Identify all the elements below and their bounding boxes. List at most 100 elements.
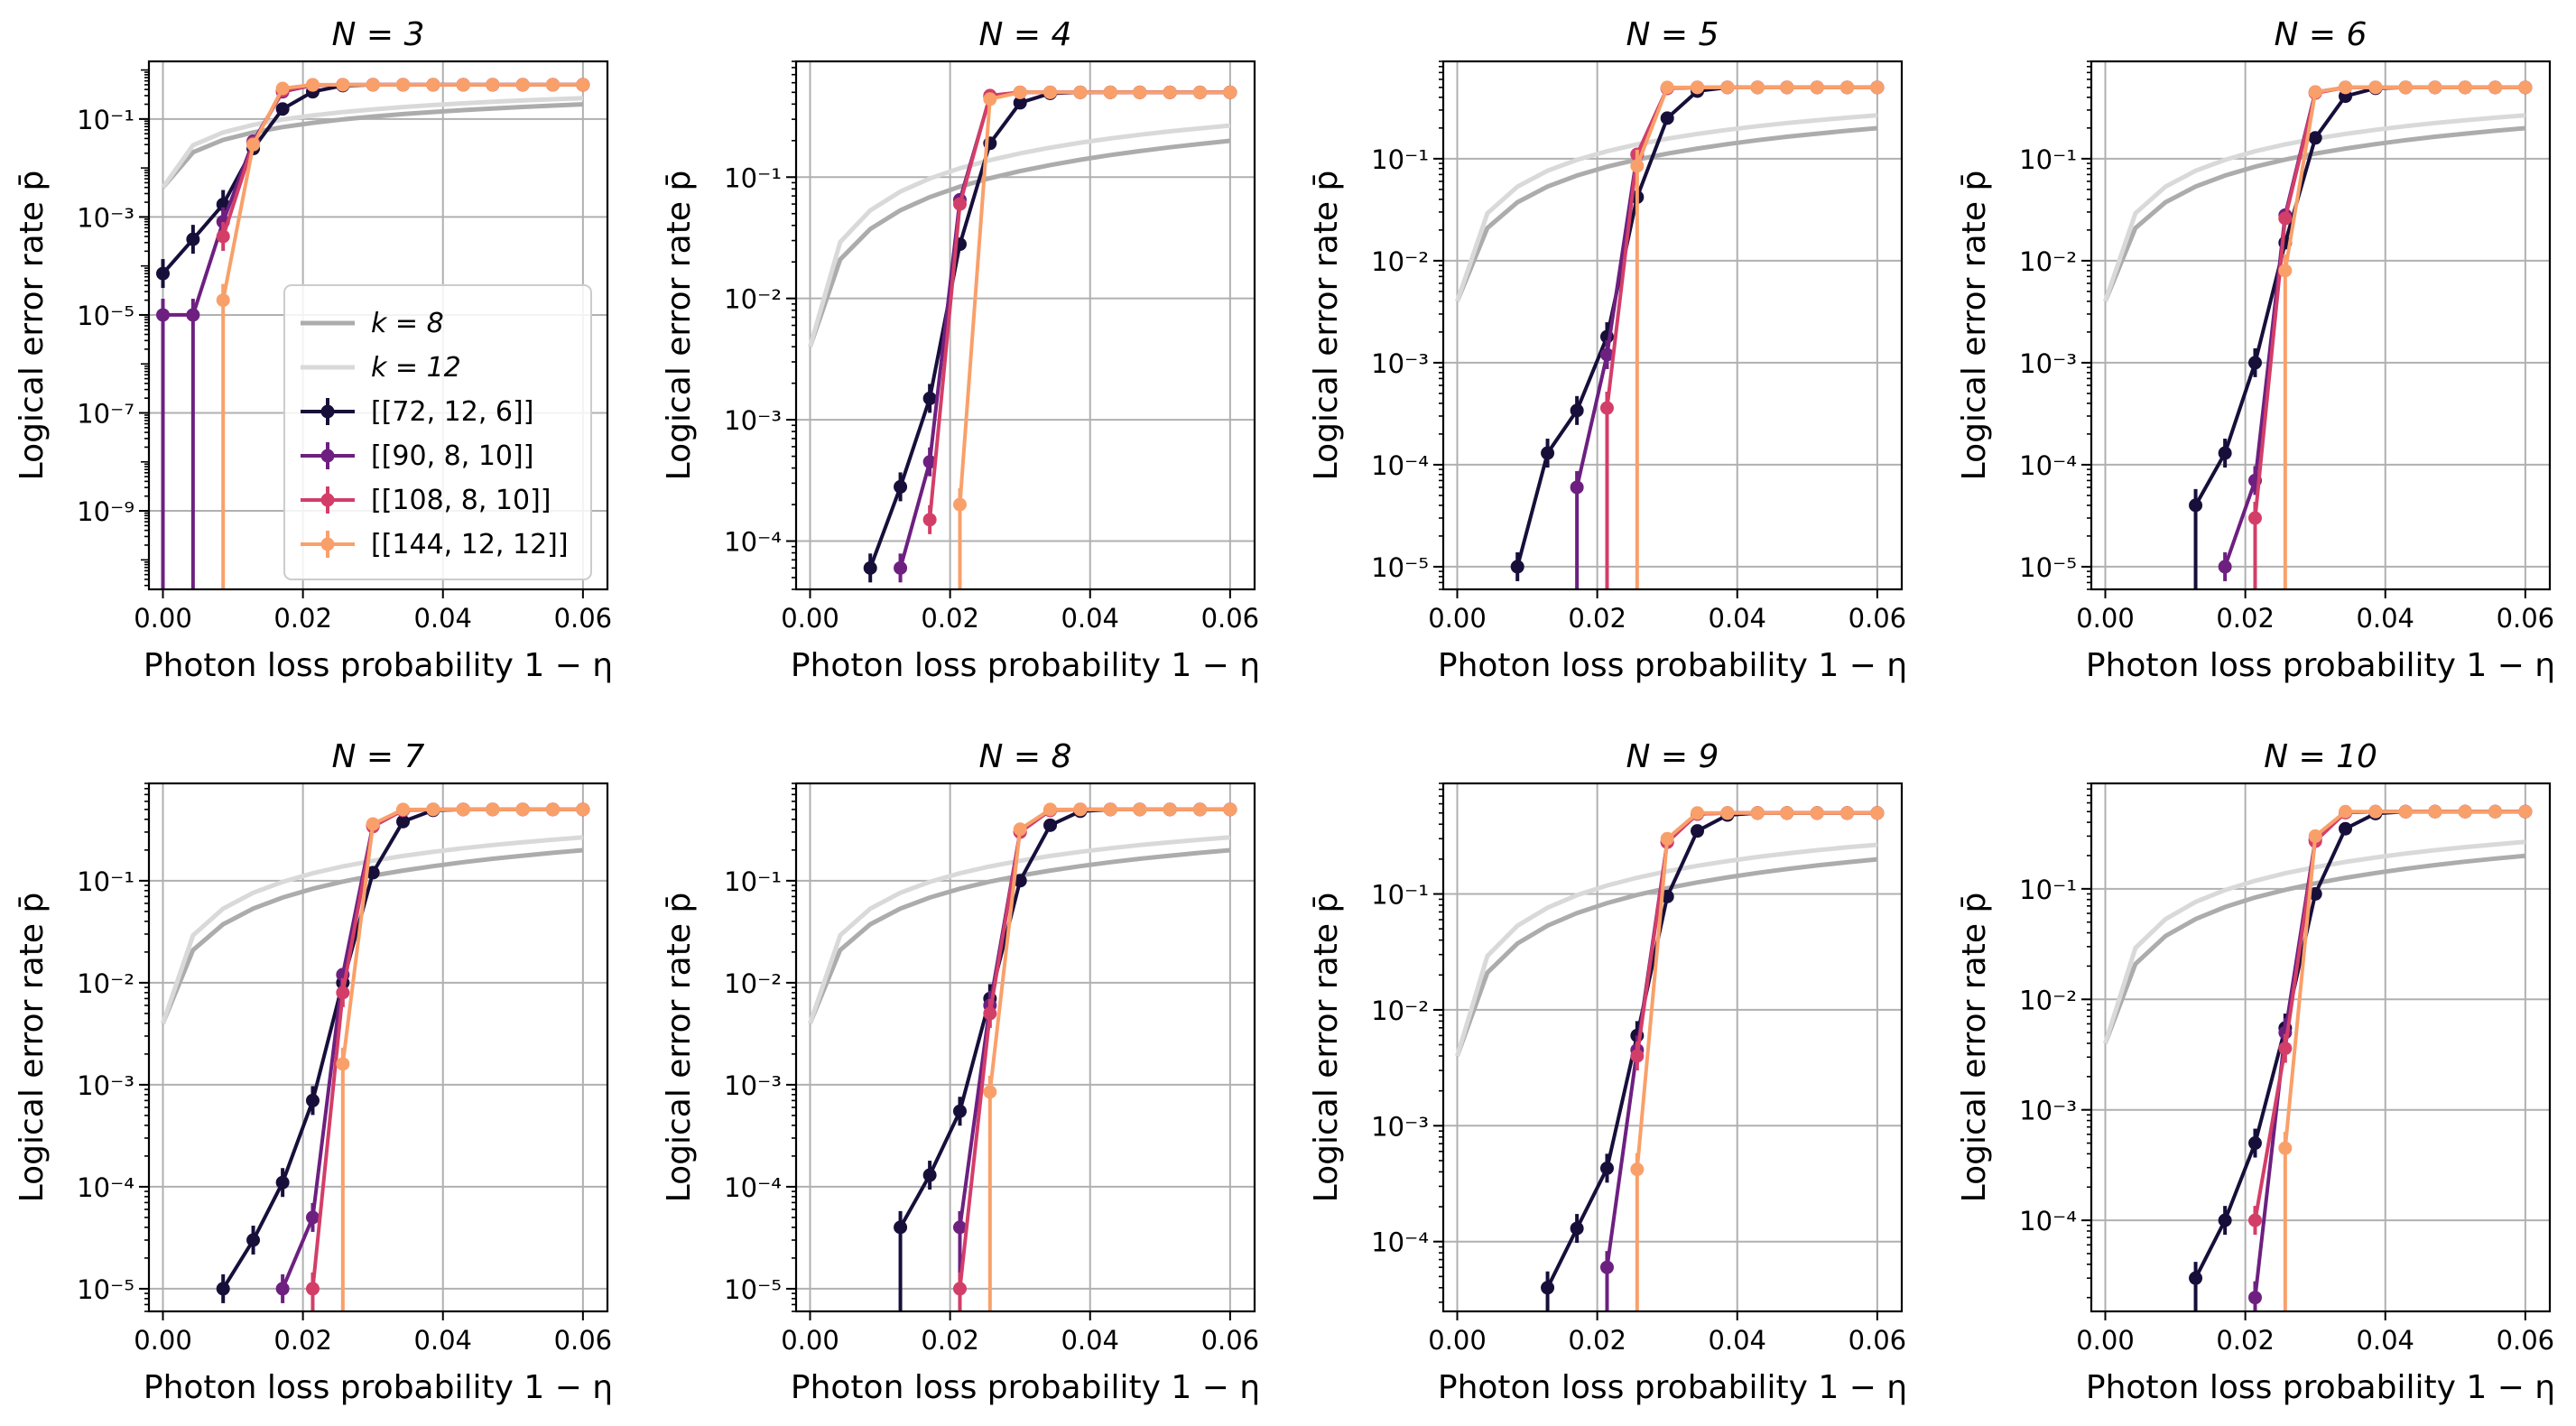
y-tick-label: 10⁻¹: [1371, 880, 1429, 911]
data-point: [2398, 80, 2413, 95]
y-tick-label: 10⁻³: [2019, 348, 2077, 379]
data-point: [1163, 802, 1177, 817]
data-point: [1599, 347, 1614, 362]
data-point: [2428, 80, 2442, 95]
x-tick-label: 0.06: [1201, 1325, 1260, 1356]
reference-line-k12: [808, 123, 1231, 347]
y-tick-label: 10⁻¹: [724, 162, 782, 193]
y-tick-label: 10⁻²: [724, 968, 782, 999]
legend-label: k = 8: [371, 308, 444, 339]
y-tick-label: 10⁻⁴: [1371, 1227, 1429, 1258]
data-point: [2308, 131, 2322, 145]
data-point: [1073, 85, 1088, 99]
data-point: [1103, 802, 1117, 817]
data-point: [366, 78, 380, 92]
data-point: [1870, 806, 1885, 820]
data-point: [576, 802, 590, 817]
data-point: [1630, 159, 1645, 173]
data-point: [1599, 401, 1614, 415]
legend-marker: [320, 449, 335, 463]
data-point: [546, 802, 561, 817]
y-axis-label: Logical error rate p̄: [1308, 893, 1345, 1203]
data-point: [336, 1057, 350, 1071]
data-point: [1223, 802, 1237, 817]
x-tick-label: 0.04: [413, 1325, 472, 1356]
data-point: [336, 78, 350, 92]
data-point: [1193, 802, 1208, 817]
reference-line-k12: [808, 835, 1231, 1024]
data-point: [246, 1233, 261, 1247]
data-point: [2458, 80, 2472, 95]
axes-frame: [794, 60, 1256, 591]
x-tick-label: 0.04: [2356, 603, 2414, 634]
series-144-12-12: [2278, 804, 2533, 1311]
x-axis-label: Photon loss probability 1 − η: [791, 647, 1260, 684]
data-point: [486, 802, 500, 817]
series-144-12-12: [336, 802, 590, 1311]
data-point: [1223, 85, 1237, 99]
panel-title: N = 3: [332, 16, 425, 53]
data-point: [1599, 1161, 1614, 1175]
series-144-12-12: [1630, 806, 1885, 1311]
series-line: [1635, 810, 1877, 1170]
y-axis-label: Logical error rate p̄: [1308, 171, 1345, 481]
y-tick-label: 10⁻²: [2019, 246, 2077, 277]
data-point: [426, 802, 440, 817]
x-tick-label: 0.00: [1428, 1325, 1487, 1356]
data-point: [2247, 1213, 2262, 1227]
x-tick-label: 0.02: [1568, 603, 1626, 634]
legend-label: k = 12: [371, 352, 461, 384]
y-tick-label: 10⁻⁴: [2019, 450, 2077, 481]
legend-box: [283, 284, 592, 580]
axes-frame: [1441, 782, 1904, 1313]
data-point: [1870, 80, 1885, 95]
data-point: [1810, 806, 1824, 820]
y-tick-label: 10⁻⁵: [77, 1274, 134, 1305]
data-point: [1660, 831, 1674, 846]
data-point: [1599, 1260, 1614, 1274]
x-tick-label: 0.00: [2076, 603, 2135, 634]
legend-label: [[90, 8, 10]]: [371, 440, 533, 472]
chart-panel-6: 0.00 0.02 0.04 0.06 10⁻⁵ 10⁻⁴ 10⁻³ 10⁻² 10⁻¹ N = …: [661, 738, 1260, 1406]
y-tick-label: 10⁻³: [77, 202, 134, 233]
data-point: [1133, 85, 1147, 99]
x-tick-label: 0.02: [2216, 1325, 2275, 1356]
x-tick-label: 0.06: [1849, 1325, 1907, 1356]
y-tick-label: 10⁻³: [1371, 1111, 1429, 1142]
data-point: [1630, 1049, 1645, 1063]
reference-line-k12: [2103, 839, 2526, 1044]
data-point: [1570, 480, 1584, 495]
y-axis-label: Logical error rate p̄: [14, 893, 51, 1203]
reference-line-k12: [1455, 113, 1878, 302]
series-72-12-6: [216, 802, 590, 1303]
data-point: [1043, 818, 1058, 832]
x-tick-label: 0.06: [2497, 1325, 2555, 1356]
data-point: [2308, 85, 2322, 99]
data-point: [2247, 1291, 2262, 1305]
reference-line-k8: [2103, 125, 2526, 302]
panel-title: N = 9: [1626, 738, 1719, 775]
x-tick-label: 0.00: [134, 603, 192, 634]
data-point: [2518, 804, 2533, 819]
legend-label: [[108, 8, 10]]: [371, 485, 551, 516]
data-point: [1133, 802, 1147, 817]
y-tick-label: 10⁻⁴: [2019, 1206, 2077, 1236]
series-line: [2283, 810, 2525, 1149]
data-point: [156, 308, 171, 322]
data-point: [1043, 85, 1058, 99]
x-axis-label: Photon loss probability 1 − η: [1438, 1369, 1907, 1406]
x-tick-label: 0.02: [2216, 603, 2275, 634]
reference-line-k8: [161, 102, 584, 190]
y-tick-label: 10⁻⁵: [2019, 552, 2077, 583]
x-axis-label: Photon loss probability 1 − η: [144, 1369, 613, 1406]
y-tick-label: 10⁻²: [1371, 246, 1429, 277]
x-tick-label: 0.04: [2356, 1325, 2414, 1356]
series-144-12-12: [2278, 80, 2533, 589]
data-point: [1780, 806, 1794, 820]
data-point: [1630, 1162, 1645, 1177]
reference-line-k12: [1455, 842, 1878, 1057]
data-point: [2368, 804, 2383, 819]
data-point: [952, 497, 967, 512]
series-90-8-10: [894, 85, 1237, 583]
data-point: [1510, 560, 1524, 574]
